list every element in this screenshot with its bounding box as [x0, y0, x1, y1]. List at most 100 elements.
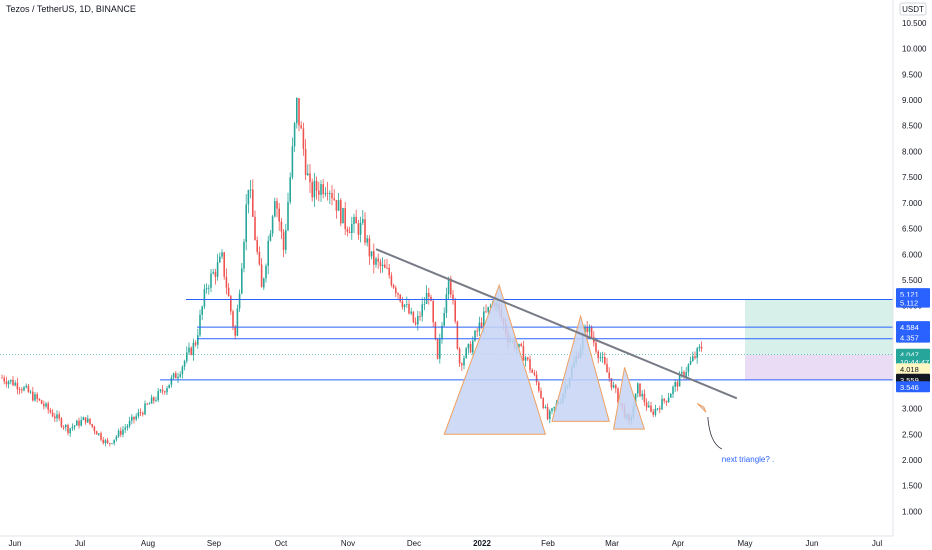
candle-body: [56, 414, 58, 419]
candle-body: [590, 326, 593, 338]
candle-body: [661, 398, 663, 410]
candle-body: [375, 258, 377, 265]
candle-body: [82, 417, 85, 421]
trendline[interactable]: [375, 248, 738, 400]
candle-body: [71, 426, 74, 429]
candle-body: [599, 357, 602, 359]
candle-body: [672, 386, 674, 394]
candle-body: [656, 408, 659, 410]
candle-body: [650, 405, 652, 412]
candle-body: [276, 201, 278, 209]
candle-body: [29, 391, 32, 393]
candle-body: [324, 192, 327, 195]
candle-body: [533, 372, 536, 375]
candle-body: [648, 405, 650, 408]
candle-body: [291, 146, 294, 178]
currency-button[interactable]: USDT: [899, 2, 927, 16]
candle-body: [252, 189, 254, 217]
candle-body: [115, 436, 118, 440]
candle-body: [542, 398, 544, 408]
candle-body: [318, 190, 320, 195]
candle-body: [461, 363, 463, 366]
candle-body: [450, 278, 452, 295]
candle-body: [681, 371, 683, 374]
candle-body: [27, 385, 30, 393]
candle-body: [102, 439, 104, 444]
candle-body: [302, 128, 305, 149]
candle-body: [612, 385, 615, 388]
candle-body: [285, 230, 287, 250]
candle-body: [381, 264, 384, 267]
candle-body: [192, 342, 195, 355]
candle-body: [40, 400, 43, 404]
candle-body: [256, 240, 258, 252]
candle-body: [670, 393, 672, 398]
candle-body: [439, 339, 441, 359]
y-tick-label: 6.500: [902, 225, 923, 234]
candle-body: [161, 389, 164, 392]
candle-body: [236, 308, 239, 336]
y-tick-label: 7.500: [902, 173, 923, 182]
candle-body: [392, 285, 395, 288]
candle-body: [654, 408, 657, 415]
candle-body: [219, 256, 221, 263]
candle-body: [463, 357, 465, 366]
price-axis[interactable]: 1.0001.5002.0002.5003.0003.5004.0004.500…: [902, 19, 927, 517]
candle-body: [95, 431, 98, 435]
candle-body: [529, 359, 531, 370]
candle-body: [544, 406, 547, 408]
candle-body: [159, 389, 162, 392]
candle-body: [597, 351, 599, 359]
candle-body: [304, 148, 307, 176]
candle-body: [232, 311, 234, 327]
candle-body: [241, 268, 243, 294]
candle-body: [489, 306, 492, 308]
candle-body: [685, 372, 687, 377]
candle-body: [43, 403, 45, 407]
price-badge-text: 3.559: [900, 376, 919, 385]
candle-body: [265, 265, 267, 279]
candle-body: [368, 238, 371, 257]
triangle-pattern[interactable]: [696, 402, 707, 413]
candle-body: [201, 306, 203, 315]
triangle-pattern[interactable]: [443, 283, 547, 435]
candle-body: [54, 416, 56, 419]
candle-body: [476, 330, 478, 332]
candle-body: [289, 177, 291, 203]
candle-body: [164, 391, 166, 393]
candle-body: [601, 357, 604, 358]
candle-body: [606, 363, 608, 373]
y-tick-label: 1.500: [902, 482, 923, 491]
time-axis[interactable]: Jun Jul Aug Sep Oct Nov Dec 2022 Feb Mar Apr May Jun…: [9, 539, 883, 548]
x-tick-label: Apr: [672, 539, 685, 548]
candle-body: [313, 180, 316, 198]
candle-body: [355, 216, 357, 224]
candle-body: [144, 403, 146, 415]
candle-body: [98, 433, 100, 435]
candle-body: [388, 267, 390, 276]
candle-body: [131, 416, 133, 421]
candle-body: [117, 430, 120, 437]
candle-body: [452, 294, 454, 301]
candle-body: [287, 202, 289, 231]
candle-body: [146, 403, 148, 405]
y-tick-label: 1.000: [902, 507, 923, 516]
triangle-pattern[interactable]: [551, 314, 610, 422]
candle-body: [80, 420, 82, 426]
candle-body: [225, 276, 228, 288]
candle-body: [10, 379, 12, 382]
candle-body: [47, 403, 49, 410]
triangle-pattern[interactable]: [613, 367, 646, 430]
candle-body: [531, 369, 533, 373]
candle-body: [379, 261, 382, 267]
candle-body: [258, 251, 261, 265]
candle-body: [315, 180, 318, 191]
candle-body: [309, 173, 311, 183]
candle-body: [142, 412, 144, 415]
candle-body: [425, 292, 428, 304]
candle-body: [106, 440, 109, 444]
candle-body: [694, 356, 696, 358]
candle-body: [267, 240, 269, 266]
candle-body: [454, 300, 456, 322]
